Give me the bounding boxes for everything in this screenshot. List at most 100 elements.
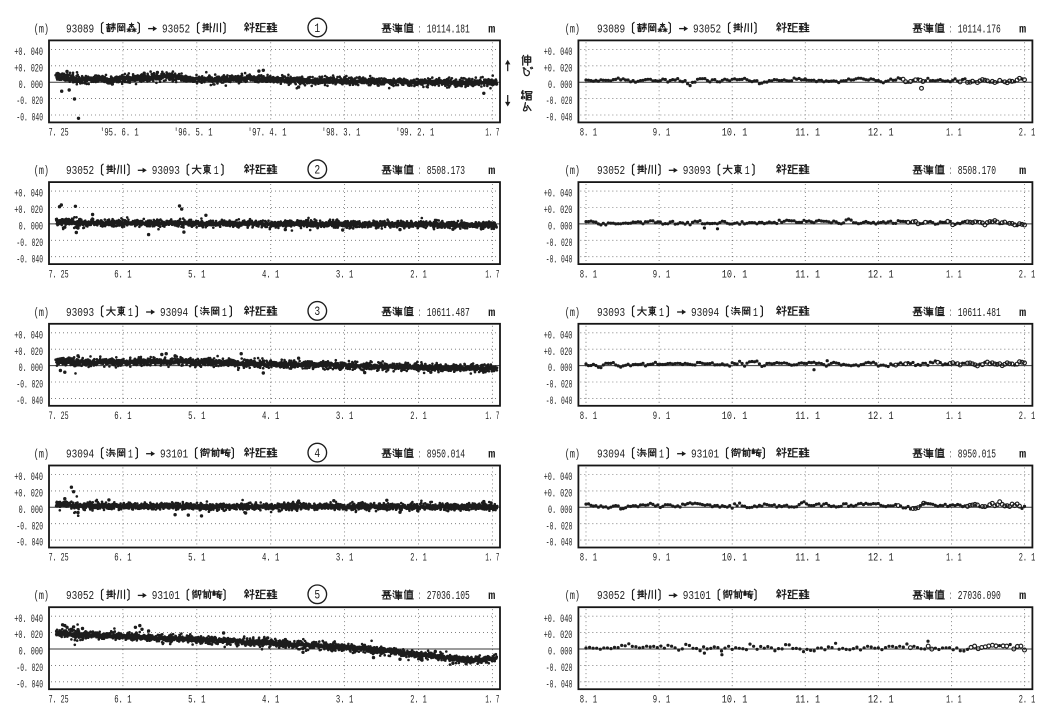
svg-text:0. 000: 0. 000 — [548, 505, 573, 517]
svg-text:1. 1: 1. 1 — [946, 269, 962, 281]
svg-text:4. 1: 4. 1 — [262, 694, 280, 706]
svg-text:7. 25: 7. 25 — [49, 694, 69, 706]
svg-text:9. 1: 9. 1 — [653, 411, 671, 423]
svg-text:2. 1: 2. 1 — [410, 694, 427, 706]
svg-text:2. 1: 2. 1 — [410, 411, 427, 423]
svg-text::: : — [418, 22, 421, 36]
svg-text:8. 1: 8. 1 — [580, 411, 598, 423]
svg-text::: : — [418, 306, 421, 320]
svg-text:1. 7: 1. 7 — [485, 411, 499, 423]
svg-text:-0. 020: -0. 020 — [16, 96, 43, 108]
svg-text::: : — [949, 164, 952, 178]
svg-text:+0. 040: +0. 040 — [544, 189, 573, 201]
svg-text:9. 1: 9. 1 — [653, 694, 671, 706]
svg-text:11. 1: 11. 1 — [795, 269, 820, 281]
svg-text:5. 1: 5. 1 — [188, 553, 206, 565]
svg-text:93052: 93052 — [66, 164, 94, 178]
svg-text:-0. 020: -0. 020 — [16, 521, 43, 533]
svg-text:+0. 020: +0. 020 — [544, 630, 573, 642]
svg-text:10. 1: 10. 1 — [722, 269, 748, 281]
svg-text:4. 1: 4. 1 — [262, 411, 280, 423]
svg-text:(m): (m) — [34, 164, 49, 178]
svg-text:10611.487: 10611.487 — [427, 306, 470, 320]
svg-text:0. 000: 0. 000 — [548, 363, 573, 375]
svg-text:0. 000: 0. 000 — [548, 647, 573, 659]
svg-text:m: m — [1019, 164, 1026, 178]
svg-text:-0. 020: -0. 020 — [16, 663, 43, 675]
svg-text:+0. 020: +0. 020 — [14, 347, 43, 359]
svg-text:-0. 040: -0. 040 — [16, 254, 43, 266]
svg-text:m: m — [488, 306, 495, 320]
svg-text:(m): (m) — [34, 448, 49, 462]
svg-text:(m): (m) — [565, 22, 580, 36]
svg-text:+0. 020: +0. 020 — [544, 489, 573, 501]
svg-text:1. 1: 1. 1 — [946, 694, 962, 706]
svg-text:12. 1: 12. 1 — [868, 553, 894, 565]
svg-text:+0. 020: +0. 020 — [544, 63, 573, 75]
svg-text:2. 1: 2. 1 — [1019, 411, 1036, 423]
svg-text:2. 1: 2. 1 — [1019, 128, 1036, 140]
svg-text:(m): (m) — [565, 448, 580, 462]
svg-text:1: 1 — [314, 22, 320, 36]
svg-text:93052: 93052 — [597, 589, 625, 603]
svg-text:(m): (m) — [34, 589, 49, 603]
svg-text:27036.105: 27036.105 — [427, 589, 470, 603]
svg-text:11. 1: 11. 1 — [795, 128, 820, 140]
svg-text:0. 000: 0. 000 — [19, 80, 44, 92]
svg-text:+0. 040: +0. 040 — [14, 472, 43, 484]
svg-text:8508.173: 8508.173 — [427, 164, 465, 178]
svg-text:-0. 040: -0. 040 — [546, 396, 573, 408]
svg-text::: : — [418, 164, 421, 178]
svg-text:m: m — [1019, 589, 1026, 603]
svg-text:(m): (m) — [34, 22, 49, 36]
svg-text:8. 1: 8. 1 — [580, 694, 598, 706]
svg-text:'95. 6. 1: '95. 6. 1 — [100, 128, 139, 140]
svg-text:-0. 040: -0. 040 — [16, 396, 43, 408]
svg-text:1: 1 — [659, 448, 664, 462]
svg-text:8. 1: 8. 1 — [580, 269, 598, 281]
svg-text:1: 1 — [128, 448, 133, 462]
svg-text::: : — [949, 589, 952, 603]
svg-text:93101: 93101 — [691, 448, 719, 462]
svg-text::: : — [949, 306, 952, 320]
svg-text:7. 25: 7. 25 — [49, 553, 69, 565]
svg-text:12. 1: 12. 1 — [868, 694, 894, 706]
svg-text::: : — [949, 22, 952, 36]
svg-text::: : — [949, 448, 952, 462]
svg-text:0. 000: 0. 000 — [19, 505, 44, 517]
svg-text:+0. 040: +0. 040 — [544, 47, 573, 59]
svg-text:m: m — [1019, 22, 1026, 36]
svg-text:1. 7: 1. 7 — [485, 128, 499, 140]
svg-text:+0. 040: +0. 040 — [544, 330, 573, 342]
svg-text:0. 000: 0. 000 — [19, 647, 44, 659]
svg-text:2. 1: 2. 1 — [410, 269, 427, 281]
svg-text:(m): (m) — [565, 589, 580, 603]
svg-text:-0. 020: -0. 020 — [546, 96, 573, 108]
svg-text:8950.015: 8950.015 — [958, 448, 996, 462]
svg-text:m: m — [488, 22, 495, 36]
svg-text:2. 1: 2. 1 — [1019, 269, 1036, 281]
svg-text:m: m — [1019, 306, 1026, 320]
svg-text:10. 1: 10. 1 — [722, 553, 748, 565]
svg-text:5. 1: 5. 1 — [188, 269, 206, 281]
svg-text:-0. 020: -0. 020 — [16, 238, 43, 250]
svg-text:+0. 020: +0. 020 — [14, 489, 43, 501]
svg-text:93089: 93089 — [66, 22, 94, 36]
svg-text:0. 000: 0. 000 — [548, 222, 573, 234]
svg-text:0. 000: 0. 000 — [548, 80, 573, 92]
svg-text:10611.481: 10611.481 — [958, 306, 1001, 320]
svg-text:+0. 020: +0. 020 — [14, 63, 43, 75]
svg-text:+0. 040: +0. 040 — [14, 330, 43, 342]
svg-text:'99. 2. 1: '99. 2. 1 — [396, 128, 435, 140]
svg-text:1. 1: 1. 1 — [946, 411, 962, 423]
svg-text:-0. 020: -0. 020 — [546, 521, 573, 533]
svg-text:6. 1: 6. 1 — [114, 269, 132, 281]
svg-text:1: 1 — [128, 306, 133, 320]
svg-text:8950.014: 8950.014 — [427, 448, 465, 462]
svg-text:93101: 93101 — [152, 589, 180, 603]
svg-text:+0. 040: +0. 040 — [544, 472, 573, 484]
svg-text:-0. 040: -0. 040 — [16, 538, 43, 550]
svg-text:0. 000: 0. 000 — [19, 222, 44, 234]
svg-text:10. 1: 10. 1 — [722, 411, 748, 423]
svg-text:93094: 93094 — [597, 448, 625, 462]
